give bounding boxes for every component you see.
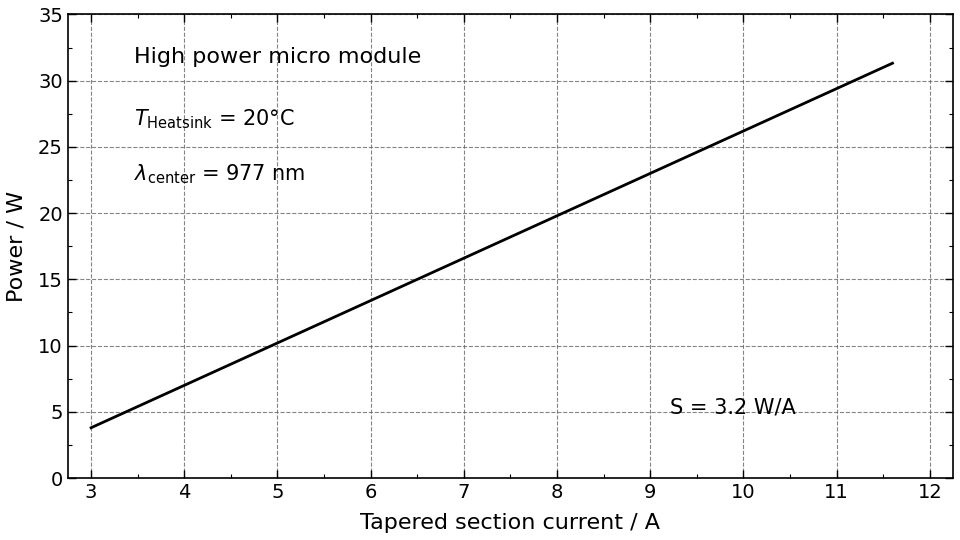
X-axis label: Tapered section current / A: Tapered section current / A: [360, 513, 660, 533]
Text: High power micro module: High power micro module: [134, 47, 421, 67]
Text: $\lambda_{\mathregular{center}}$ = 977 nm: $\lambda_{\mathregular{center}}$ = 977 n…: [134, 163, 305, 186]
Y-axis label: Power / W: Power / W: [7, 191, 27, 302]
Text: $T_{\mathregular{Heatsink}}$ = 20°C: $T_{\mathregular{Heatsink}}$ = 20°C: [134, 107, 295, 131]
Text: S = 3.2 W/A: S = 3.2 W/A: [670, 398, 796, 418]
